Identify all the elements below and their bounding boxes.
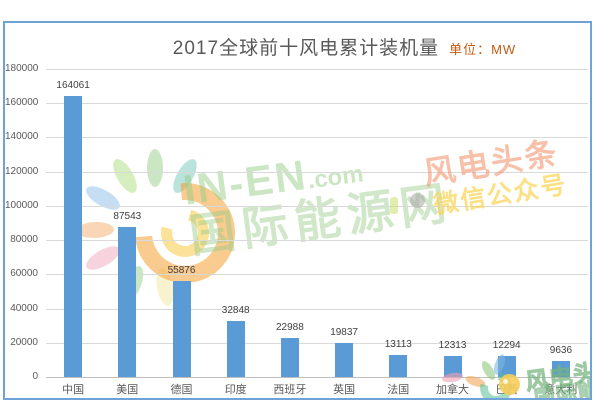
value-label: 12294 xyxy=(492,340,521,351)
value-label: 22988 xyxy=(275,321,304,333)
gridline xyxy=(46,103,588,105)
y-axis-tick-label: 120000 xyxy=(5,165,39,177)
y-axis-tick-label: 100000 xyxy=(5,199,39,211)
bar-印度 xyxy=(226,320,245,377)
value-label: 12313 xyxy=(438,339,467,351)
gridline xyxy=(46,137,588,139)
y-axis-tick-label: 140000 xyxy=(5,131,39,143)
chart-title-text: 2017全球前十风电累计装机量 xyxy=(172,38,440,59)
category-label: 法国 xyxy=(387,384,410,396)
gridline xyxy=(46,274,588,276)
gridline xyxy=(46,69,588,70)
value-label: 9636 xyxy=(549,344,573,356)
category-label: 中国 xyxy=(62,384,85,396)
bar-意大利 xyxy=(551,360,570,377)
gridline xyxy=(46,308,588,310)
chart-frame: IN-EN.com 国际能源网 0 20000 40000 60000 80000 100… xyxy=(3,21,592,400)
y-axis-tick-label: 0 xyxy=(32,371,38,382)
value-label: 87543 xyxy=(113,211,142,223)
value-label: 13113 xyxy=(384,338,412,350)
category-label: 美国 xyxy=(116,384,139,396)
bar-巴西 xyxy=(497,356,516,377)
y-axis-tick-label: 80000 xyxy=(10,234,38,246)
category-label: 加拿大 xyxy=(436,384,469,396)
category-label: 西班牙 xyxy=(273,384,307,396)
value-label: 164061 xyxy=(56,80,90,92)
value-label: 32848 xyxy=(221,304,250,316)
bar-加拿大 xyxy=(443,355,462,377)
y-axis-tick-label: 160000 xyxy=(5,97,39,109)
bar-英国 xyxy=(335,343,354,377)
bar-法国 xyxy=(389,354,408,377)
gridline xyxy=(46,205,588,207)
value-label: 55876 xyxy=(167,265,196,277)
y-axis-tick-label: 40000 xyxy=(10,302,38,314)
x-axis-line xyxy=(46,377,588,378)
gridline xyxy=(46,171,588,173)
gridline xyxy=(46,342,588,344)
value-label: 19837 xyxy=(330,327,358,339)
y-axis-tick-label: 20000 xyxy=(10,336,38,348)
category-label: 印度 xyxy=(224,384,247,396)
category-label: 英国 xyxy=(333,384,356,396)
chart-unit-label: 单位：MW xyxy=(449,42,517,57)
gridline xyxy=(46,240,588,242)
category-label: 德国 xyxy=(170,384,193,396)
bar-德国 xyxy=(172,281,191,377)
bar-西班牙 xyxy=(280,337,299,377)
y-axis-tick-label: 60000 xyxy=(10,268,38,280)
y-axis-tick-label: 180000 xyxy=(5,63,39,74)
plot-area: 0 20000 40000 60000 80000 100000 120000 140000 1… xyxy=(5,23,590,398)
bar-美国 xyxy=(118,227,137,377)
category-label: 巴西 xyxy=(495,384,518,396)
bar-中国 xyxy=(64,96,83,377)
category-label: 意大利 xyxy=(544,384,578,396)
chart-title: 2017全球前十风电累计装机量 单位：MW xyxy=(5,33,590,60)
